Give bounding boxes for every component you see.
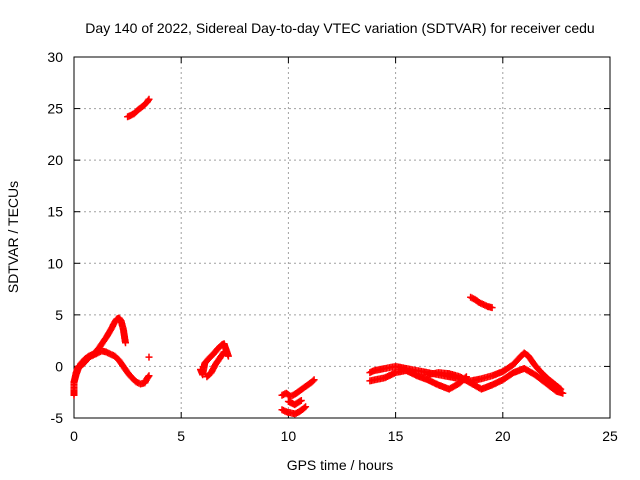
data-point-marker [559, 389, 567, 397]
y-axis-title: SDTVAR / TECUs [5, 181, 21, 293]
x-tick-label: 15 [388, 428, 404, 444]
grid-lines [74, 57, 610, 418]
data-point-marker [309, 377, 317, 385]
data-point-marker [145, 95, 153, 103]
x-tick-label: 25 [602, 428, 618, 444]
x-tick-label: 10 [281, 428, 297, 444]
data-point-marker [74, 362, 82, 370]
y-tick-label: 20 [47, 152, 63, 168]
data-point-marker [302, 403, 310, 411]
chart-title: Day 140 of 2022, Sidereal Day-to-day VTE… [85, 20, 594, 36]
x-axis-title: GPS time / hours [287, 457, 394, 473]
data-point-marker [301, 404, 308, 412]
data-point-marker [224, 352, 232, 360]
x-tick-label: 5 [177, 428, 185, 444]
y-tick-label: 30 [47, 49, 63, 65]
y-tick-label: -5 [51, 410, 64, 426]
data-points [70, 95, 567, 418]
x-tick-label: 20 [495, 428, 511, 444]
data-point-marker [122, 339, 129, 347]
y-tick-label: 25 [47, 101, 63, 117]
x-tick-label: 0 [70, 428, 78, 444]
data-point-marker [219, 349, 227, 357]
plot-frame [73, 56, 611, 419]
y-tick-label: 0 [55, 358, 63, 374]
data-point-marker [145, 372, 153, 380]
data-point-marker [310, 376, 318, 384]
data-point-marker [145, 353, 153, 361]
data-point-marker [296, 397, 304, 405]
axis-ticks: 0 5 10 15 20 25 -5 0 5 10 15 20 25 30 [47, 49, 618, 444]
y-tick-label: 15 [47, 204, 63, 220]
data-point-marker [488, 304, 496, 312]
data-point-marker [297, 397, 305, 404]
y-tick-label: 5 [55, 307, 63, 323]
y-tick-label: 10 [47, 255, 63, 271]
data-point-marker [220, 348, 228, 356]
